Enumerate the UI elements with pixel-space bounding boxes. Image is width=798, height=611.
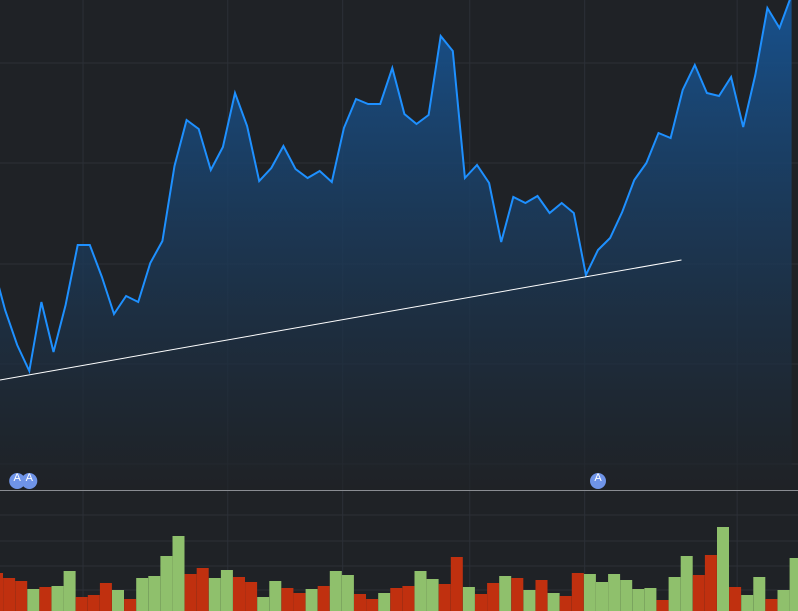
volume-bar <box>75 597 88 611</box>
volume-bar <box>632 589 645 611</box>
event-marker <box>9 473 26 489</box>
volume-bar <box>438 584 451 611</box>
volume-bar <box>87 595 100 611</box>
volume-bar <box>196 568 209 611</box>
event-label: A <box>26 472 34 484</box>
volume-bar <box>753 577 766 611</box>
volume-bar <box>0 573 3 611</box>
volume-bar <box>378 593 391 611</box>
volume-bar <box>329 571 342 611</box>
volume-bar <box>729 587 742 611</box>
volume-bar <box>499 576 512 611</box>
volume-bar <box>777 590 790 611</box>
volume-bar <box>233 577 245 611</box>
volume-bar <box>63 571 76 611</box>
volume-bar <box>366 599 379 611</box>
volume-bar <box>305 589 318 611</box>
volume-bar <box>717 527 729 611</box>
volume-bar <box>402 586 415 611</box>
price-panel <box>0 0 792 490</box>
volume-bar <box>51 586 64 611</box>
volume-bar <box>583 574 596 611</box>
volume-bar <box>414 571 427 611</box>
volume-bar <box>136 578 149 611</box>
volume-bar <box>269 581 282 611</box>
volume-bar <box>390 588 403 611</box>
volume-bar <box>656 600 669 611</box>
volume-bar <box>172 536 185 611</box>
volume-bar <box>208 578 221 611</box>
volume-bar <box>487 583 500 611</box>
volume-bar <box>160 556 173 611</box>
volume-bar <box>27 589 40 611</box>
volume-bar <box>341 575 354 611</box>
volume-bar <box>547 593 560 611</box>
volume-bar <box>293 593 306 611</box>
volume-bar <box>523 590 536 611</box>
volume-bar <box>462 587 475 611</box>
volume-bar <box>608 574 621 611</box>
volume-bar <box>220 570 233 611</box>
volume-bar <box>281 588 294 611</box>
volume-bar <box>571 573 584 611</box>
volume-bar <box>245 582 258 611</box>
volume-bar <box>620 580 633 611</box>
volume-bar <box>3 578 16 611</box>
volume-bar <box>692 575 705 611</box>
volume-bar <box>184 574 197 611</box>
volume-bar <box>124 599 137 611</box>
area-fill <box>0 0 792 490</box>
event-marker <box>590 473 606 489</box>
volume-bar <box>644 588 657 611</box>
volume-bar <box>112 590 124 611</box>
event-label: A <box>594 472 602 484</box>
volume-bar <box>15 581 28 611</box>
volume-bar <box>148 576 161 611</box>
volume-bar <box>668 577 681 611</box>
volume-bar <box>511 578 524 611</box>
volume-bar <box>450 557 463 611</box>
trend-line <box>0 259 682 381</box>
volume-bar <box>535 580 548 611</box>
volume-bar <box>741 595 754 611</box>
volume-bar <box>765 599 778 611</box>
volume-bar <box>789 558 798 611</box>
volume-bar <box>475 594 487 611</box>
price-line <box>0 0 791 375</box>
volume-bar <box>559 596 572 611</box>
volume-bar <box>426 579 439 611</box>
volume-panel <box>0 514 798 611</box>
volume-bar <box>596 582 608 611</box>
volume-bar <box>39 587 52 611</box>
event-label: A <box>14 472 22 484</box>
volume-bar <box>704 555 717 611</box>
volume-bar <box>317 586 330 611</box>
volume-bar <box>354 594 366 611</box>
volume-bar <box>257 597 270 611</box>
volume-bar <box>680 556 693 611</box>
event-marker <box>21 473 38 489</box>
volume-bar <box>99 583 112 611</box>
